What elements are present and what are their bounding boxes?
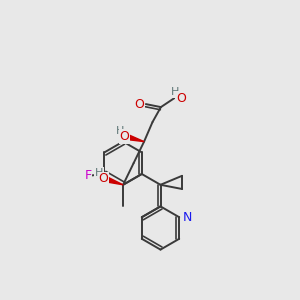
Text: O: O	[120, 130, 130, 143]
Text: H: H	[95, 168, 103, 178]
Text: N: N	[183, 211, 193, 224]
Text: O: O	[134, 98, 144, 111]
Text: O: O	[176, 92, 186, 105]
Text: F: F	[85, 169, 92, 182]
Text: O: O	[99, 172, 109, 185]
Polygon shape	[106, 177, 123, 185]
Polygon shape	[127, 135, 144, 142]
Text: H: H	[171, 87, 179, 97]
Text: H: H	[116, 125, 124, 136]
